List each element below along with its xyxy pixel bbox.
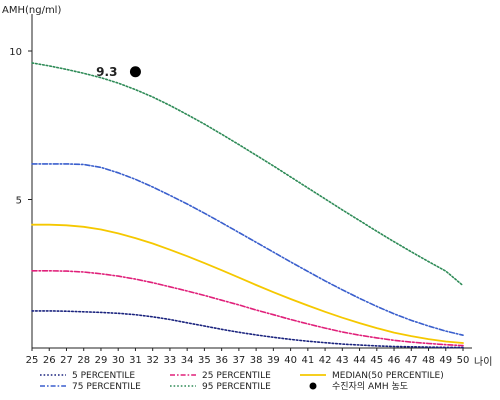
series-line-1: [31, 270, 464, 347]
x-tick-label: 48: [422, 355, 435, 366]
x-tick-label: 35: [198, 355, 211, 366]
x-tick-label: 47: [405, 355, 418, 366]
x-tick-label: 25: [26, 355, 39, 366]
x-tick-label: 46: [388, 355, 401, 366]
axes: [31, 14, 472, 349]
legend-label-1: 25 PERCENTILE: [202, 371, 271, 381]
legend-label-4: 95 PERCENTILE: [202, 382, 271, 392]
x-tick-label: 44: [353, 355, 366, 366]
x-tick-label: 45: [370, 355, 383, 366]
legend: 5 PERCENTILE 25 PERCENTILE MEDIAN(50 PERCE…: [40, 371, 444, 392]
ticks: 25 26 27 28 29 30 31 32 33 34 35 36 37 38 39 40 41 42 43 44…: [9, 47, 469, 366]
x-tick-label: 38: [250, 355, 263, 366]
y-axis-label: AMH(ng/ml): [2, 5, 61, 16]
x-tick-label: 40: [284, 355, 297, 366]
x-tick-label: 33: [164, 355, 177, 366]
legend-label-3: 75 PERCENTILE: [72, 382, 141, 392]
marker-layer: 9.3: [96, 65, 141, 79]
x-axis-label: 나이: [474, 356, 492, 368]
x-tick-label: 27: [60, 355, 73, 366]
x-tick-label: 30: [112, 355, 125, 366]
x-tick-label: 42: [319, 355, 332, 366]
x-tick-label: 37: [233, 355, 246, 366]
series-line-0: [31, 310, 464, 349]
series-layer: [31, 62, 464, 349]
x-tick-label: 34: [181, 355, 194, 366]
series-line-3: [31, 163, 464, 336]
x-tick-label: 32: [146, 355, 159, 366]
x-tick-label: 29: [95, 355, 108, 366]
x-tick-label: 43: [336, 355, 349, 366]
x-tick-label: 31: [129, 355, 142, 366]
legend-label-2: MEDIAN(50 PERCENTILE): [332, 371, 444, 381]
patient-amh-marker: [129, 66, 141, 78]
series-line-2: [31, 223, 464, 344]
y-tick-label: 10: [9, 47, 22, 58]
patient-amh-value-label: 9.3: [96, 65, 117, 79]
x-tick-label: 36: [215, 355, 228, 366]
x-tick-label: 41: [301, 355, 314, 366]
x-tick-label: 39: [267, 355, 280, 366]
x-tick-label: 26: [43, 355, 56, 366]
legend-label-0: 5 PERCENTILE: [72, 371, 135, 381]
x-tick-label: 50: [457, 355, 470, 366]
y-tick-label: 5: [16, 196, 22, 207]
legend-marker-swatch: [309, 382, 317, 390]
series-line-4: [31, 62, 464, 287]
x-tick-label: 28: [77, 355, 90, 366]
x-tick-label: 49: [439, 355, 452, 366]
legend-marker-label: 수진자의 AMH 농도: [332, 381, 408, 392]
